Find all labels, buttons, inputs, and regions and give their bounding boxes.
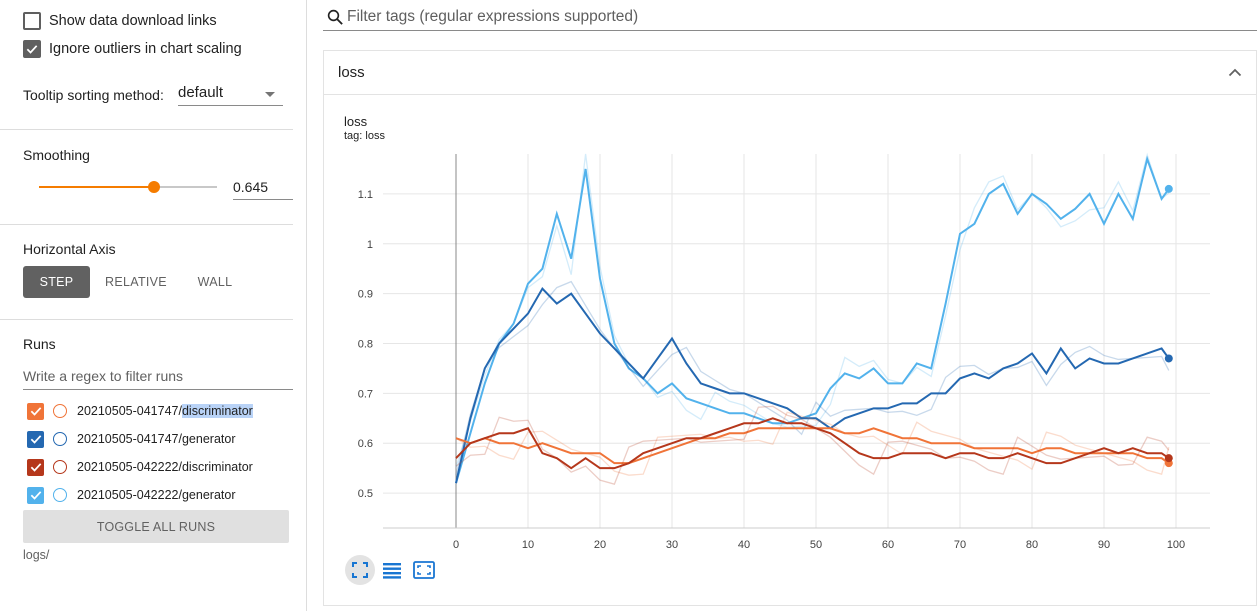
series-line[interactable] xyxy=(455,417,1170,470)
ignore-outliers-toggle[interactable]: Ignore outliers in chart scaling xyxy=(23,39,242,59)
loss-chart[interactable]: 0.5 0.6 0.7 0.8 0.9 1 1.1 0 10 20 30 40 50 60 70 80 90 10… xyxy=(340,150,1245,555)
series-raw-line xyxy=(455,152,1170,468)
run-name-prefix: 20210505-041747/ xyxy=(77,432,182,446)
y-tick-label: 0.5 xyxy=(358,488,373,500)
logdir-label: logs/ xyxy=(23,548,50,562)
axis-wall-button[interactable]: WALL xyxy=(197,275,233,289)
search-icon xyxy=(327,9,343,25)
tooltip-sorting-value: default xyxy=(178,84,224,101)
expand-chart-button[interactable] xyxy=(409,555,439,585)
lines-icon xyxy=(383,563,401,579)
x-tick-label: 100 xyxy=(1167,539,1185,551)
series-raw-line xyxy=(455,280,1170,476)
x-tick-label: 30 xyxy=(666,539,678,551)
horizontal-axis-section: Horizontal Axis xyxy=(0,225,293,320)
run-name-prefix: 20210505-041747/ xyxy=(77,404,182,418)
loss-card-header[interactable]: loss xyxy=(324,51,1256,95)
tooltip-sorting-select[interactable]: default xyxy=(178,82,283,106)
run-checkbox[interactable] xyxy=(27,486,44,504)
series-raw-line xyxy=(455,411,1170,476)
card-title: loss xyxy=(338,64,365,81)
series-end-point[interactable] xyxy=(1164,184,1173,193)
runs-filter-input[interactable]: Write a regex to filter runs xyxy=(23,366,293,390)
run-color-circle[interactable] xyxy=(53,432,67,446)
y-tick-label: 0.9 xyxy=(358,289,373,301)
axis-step-button[interactable]: STEP xyxy=(23,266,90,298)
smoothing-section: Smoothing xyxy=(0,130,293,225)
ignore-outliers-label: Ignore outliers in chart scaling xyxy=(49,41,242,57)
run-name-suffix: discriminator xyxy=(181,404,253,418)
run-checkbox[interactable] xyxy=(27,458,44,476)
y-tick-label: 1.1 xyxy=(358,189,373,201)
run-name-prefix: 20210505-042222/ xyxy=(77,488,182,502)
series-end-point[interactable] xyxy=(1164,354,1173,363)
fit-to-data-button[interactable] xyxy=(345,555,375,585)
x-tick-label: 70 xyxy=(954,539,966,551)
expand-icon xyxy=(413,561,435,579)
check-icon xyxy=(30,435,41,444)
chevron-down-icon xyxy=(265,92,275,97)
smoothing-heading: Smoothing xyxy=(23,147,90,163)
tag-filter-placeholder: Filter tags (regular expressions support… xyxy=(347,8,639,25)
sidebar: Show data download links Ignore outliers… xyxy=(0,0,307,611)
x-tick-label: 50 xyxy=(810,539,822,551)
run-checkbox[interactable] xyxy=(27,430,44,448)
check-icon xyxy=(30,463,41,472)
series-end-point[interactable] xyxy=(1164,454,1173,463)
run-row[interactable]: 20210505-042222/generator xyxy=(27,485,235,505)
show-download-links-label: Show data download links xyxy=(49,13,217,29)
run-name-suffix: discriminator xyxy=(181,460,253,474)
run-name-suffix: generator xyxy=(181,432,236,446)
show-download-links-checkbox[interactable] xyxy=(23,12,41,30)
y-tick-label: 0.6 xyxy=(358,438,373,450)
smoothing-value-input[interactable]: 0.645 xyxy=(233,176,293,200)
x-tick-label: 60 xyxy=(882,539,894,551)
toggle-log-scale-button[interactable] xyxy=(377,555,407,585)
run-row[interactable]: 20210505-042222/discriminator xyxy=(27,457,253,477)
chevron-up-icon[interactable] xyxy=(1228,67,1242,77)
smoothing-slider-thumb[interactable] xyxy=(147,181,160,193)
run-row[interactable]: 20210505-041747/discriminator xyxy=(27,401,253,421)
x-tick-label: 90 xyxy=(1098,539,1110,551)
smoothing-slider-fill xyxy=(39,186,154,188)
tooltip-sorting-label: Tooltip sorting method: xyxy=(23,87,164,103)
toggle-all-runs-button[interactable]: TOGGLE ALL RUNS xyxy=(23,510,289,543)
run-color-circle[interactable] xyxy=(53,404,67,418)
runs-heading: Runs xyxy=(23,336,56,352)
run-color-circle[interactable] xyxy=(53,488,67,502)
check-icon xyxy=(30,491,41,500)
run-name-suffix: generator xyxy=(181,488,236,502)
show-download-links-toggle[interactable]: Show data download links xyxy=(23,11,217,31)
y-tick-label: 1 xyxy=(367,239,373,251)
x-tick-label: 10 xyxy=(522,539,534,551)
horizontal-axis-heading: Horizontal Axis xyxy=(23,241,116,257)
settings-section: Show data download links Ignore outliers… xyxy=(0,0,293,130)
run-checkbox[interactable] xyxy=(27,402,44,420)
run-row[interactable]: 20210505-041747/generator xyxy=(27,429,235,449)
x-tick-label: 40 xyxy=(738,539,750,551)
x-tick-label: 0 xyxy=(453,539,459,551)
series-line[interactable] xyxy=(455,427,1170,465)
fit-to-data-icon xyxy=(352,562,368,578)
check-icon xyxy=(30,407,41,416)
chart-subtitle: tag: loss xyxy=(344,130,385,142)
check-icon xyxy=(26,45,38,54)
series-line[interactable] xyxy=(455,155,1170,484)
y-tick-label: 0.7 xyxy=(358,388,373,400)
axis-relative-button[interactable]: RELATIVE xyxy=(105,275,167,289)
run-color-circle[interactable] xyxy=(53,460,67,474)
chart-title: loss xyxy=(344,114,368,129)
tag-filter-input[interactable]: Filter tags (regular expressions support… xyxy=(323,4,1257,31)
ignore-outliers-checkbox[interactable] xyxy=(23,40,41,58)
x-tick-label: 20 xyxy=(594,539,606,551)
x-tick-label: 80 xyxy=(1026,539,1038,551)
series-line[interactable] xyxy=(455,286,1170,484)
run-name-prefix: 20210505-042222/ xyxy=(77,460,182,474)
y-tick-label: 0.8 xyxy=(358,338,373,350)
